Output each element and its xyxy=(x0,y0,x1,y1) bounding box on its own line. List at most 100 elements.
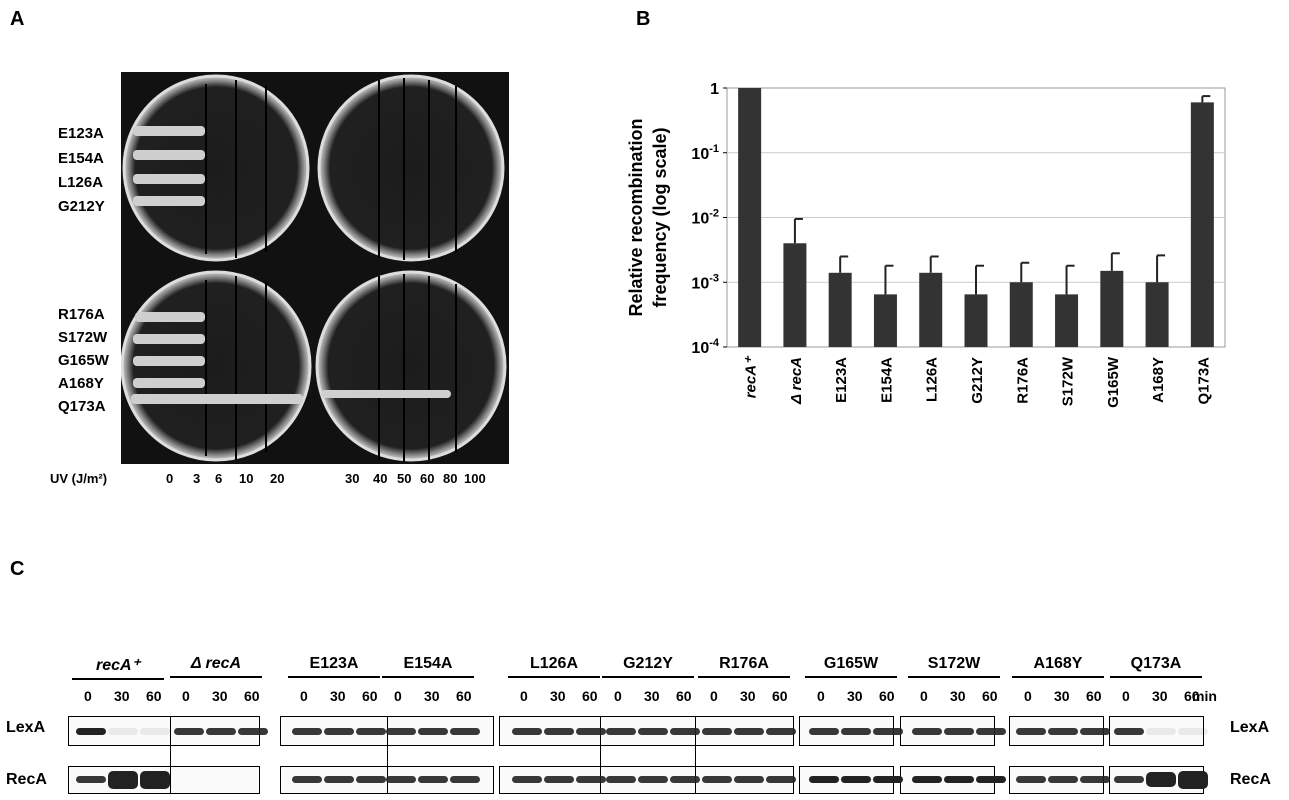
time-label: 0 xyxy=(520,688,528,704)
uv-tick: 6 xyxy=(215,471,223,486)
bar xyxy=(1190,102,1214,347)
time-label: 30 xyxy=(740,688,756,704)
y-tick-label: 10-4 xyxy=(691,337,719,357)
bar xyxy=(873,294,897,347)
y-axis-label: Relative recombination frequency (log sca… xyxy=(626,118,670,316)
uv-tick: 100 xyxy=(464,471,486,486)
time-label: 30 xyxy=(644,688,660,704)
x-tick-label: L126A xyxy=(924,357,941,402)
time-label: 60 xyxy=(879,688,895,704)
reca-band xyxy=(356,776,386,783)
bar xyxy=(828,272,852,347)
time-label: 0 xyxy=(614,688,622,704)
panel-label-b: B xyxy=(636,8,651,30)
strain-header: L126A xyxy=(508,655,600,678)
strain-underline xyxy=(382,676,474,678)
lexa-band xyxy=(1016,728,1046,735)
reca-band xyxy=(841,776,871,783)
time-label: 0 xyxy=(84,688,92,704)
lexa-band xyxy=(174,728,204,735)
lexa-band xyxy=(418,728,448,735)
lexa-band xyxy=(576,728,606,735)
reca-band xyxy=(450,776,480,783)
strain-underline xyxy=(1012,676,1104,678)
time-label: 30 xyxy=(950,688,966,704)
x-tick-label: recA⁺ xyxy=(743,355,760,398)
lexa-band xyxy=(841,728,871,735)
lexa-band xyxy=(76,728,106,735)
strain-header: A168Y xyxy=(1012,655,1104,678)
time-label: 0 xyxy=(182,688,190,704)
bar xyxy=(1009,282,1033,347)
lexa-band xyxy=(140,728,170,735)
reca-band xyxy=(912,776,942,783)
lexa-band xyxy=(450,728,480,735)
bar xyxy=(738,88,762,347)
time-label: 0 xyxy=(394,688,402,704)
time-label: 60 xyxy=(456,688,472,704)
strain-header: R176A xyxy=(698,655,790,678)
reca-band xyxy=(1080,776,1110,783)
strain-header: recA⁺ xyxy=(72,655,164,680)
uv-tick: 10 xyxy=(239,471,254,486)
reca-band xyxy=(976,776,1006,783)
time-label: 60 xyxy=(362,688,378,704)
lexa-band xyxy=(356,728,386,735)
lexa-band xyxy=(670,728,700,735)
panel-label-a: A xyxy=(10,8,25,30)
lexa-band xyxy=(1114,728,1144,735)
strain-header: E154A xyxy=(382,655,474,678)
uv-tick: 30 xyxy=(345,471,360,486)
plate-label-e123a: E123A xyxy=(58,125,104,142)
lexa-band xyxy=(912,728,942,735)
time-label: 60 xyxy=(146,688,162,704)
time-label: 30 xyxy=(1054,688,1070,704)
uv-axis-label: UV (J/m²) xyxy=(50,471,108,486)
bar xyxy=(1100,270,1124,347)
time-label: 0 xyxy=(710,688,718,704)
strain-underline xyxy=(1110,676,1202,678)
strain-underline xyxy=(508,676,600,678)
reca-band xyxy=(873,776,903,783)
panel-label-c: C xyxy=(10,558,25,580)
recombination-bar-chart: 10-4 10-3 10-2 10-1 1 Relative recombination f… xyxy=(626,81,1226,408)
y-tick-label: 10-3 xyxy=(691,272,719,292)
reca-band xyxy=(766,776,796,783)
time-label: 60 xyxy=(582,688,598,704)
time-label: 60 xyxy=(244,688,260,704)
lexa-band xyxy=(544,728,574,735)
reca-band xyxy=(418,776,448,783)
lexa-band xyxy=(324,728,354,735)
strain-header: G165W xyxy=(805,655,897,678)
reca-band xyxy=(386,776,416,783)
uv-tick: 20 xyxy=(270,471,285,486)
time-label: 30 xyxy=(330,688,346,704)
bar xyxy=(964,294,988,347)
time-label: 30 xyxy=(424,688,440,704)
plate-label-s172w: S172W xyxy=(58,329,108,346)
x-tick-label: E154A xyxy=(878,357,895,403)
lexa-band xyxy=(873,728,903,735)
x-tick-label: G165W xyxy=(1105,356,1122,408)
bar xyxy=(1145,282,1169,347)
lane-divider xyxy=(695,716,696,794)
lexa-band xyxy=(108,728,138,735)
uv-tick: 0 xyxy=(166,471,174,486)
row-label-lexa: LexA xyxy=(6,719,46,736)
x-tick-label: A168Y xyxy=(1150,357,1167,403)
strain-header: G212Y xyxy=(602,655,694,678)
lexa-band xyxy=(1178,728,1208,735)
time-label: 30 xyxy=(1152,688,1168,704)
lexa-band xyxy=(1080,728,1110,735)
row-label-reca-right: RecA xyxy=(1230,771,1271,788)
bar xyxy=(783,243,807,347)
lane-divider xyxy=(170,716,171,794)
lexa-band xyxy=(809,728,839,735)
reca-band xyxy=(1178,770,1208,789)
reca-band xyxy=(576,776,606,783)
uv-tick: 40 xyxy=(373,471,388,486)
reca-band xyxy=(292,776,322,783)
time-label: 0 xyxy=(1024,688,1032,704)
row-label-reca: RecA xyxy=(6,771,47,788)
